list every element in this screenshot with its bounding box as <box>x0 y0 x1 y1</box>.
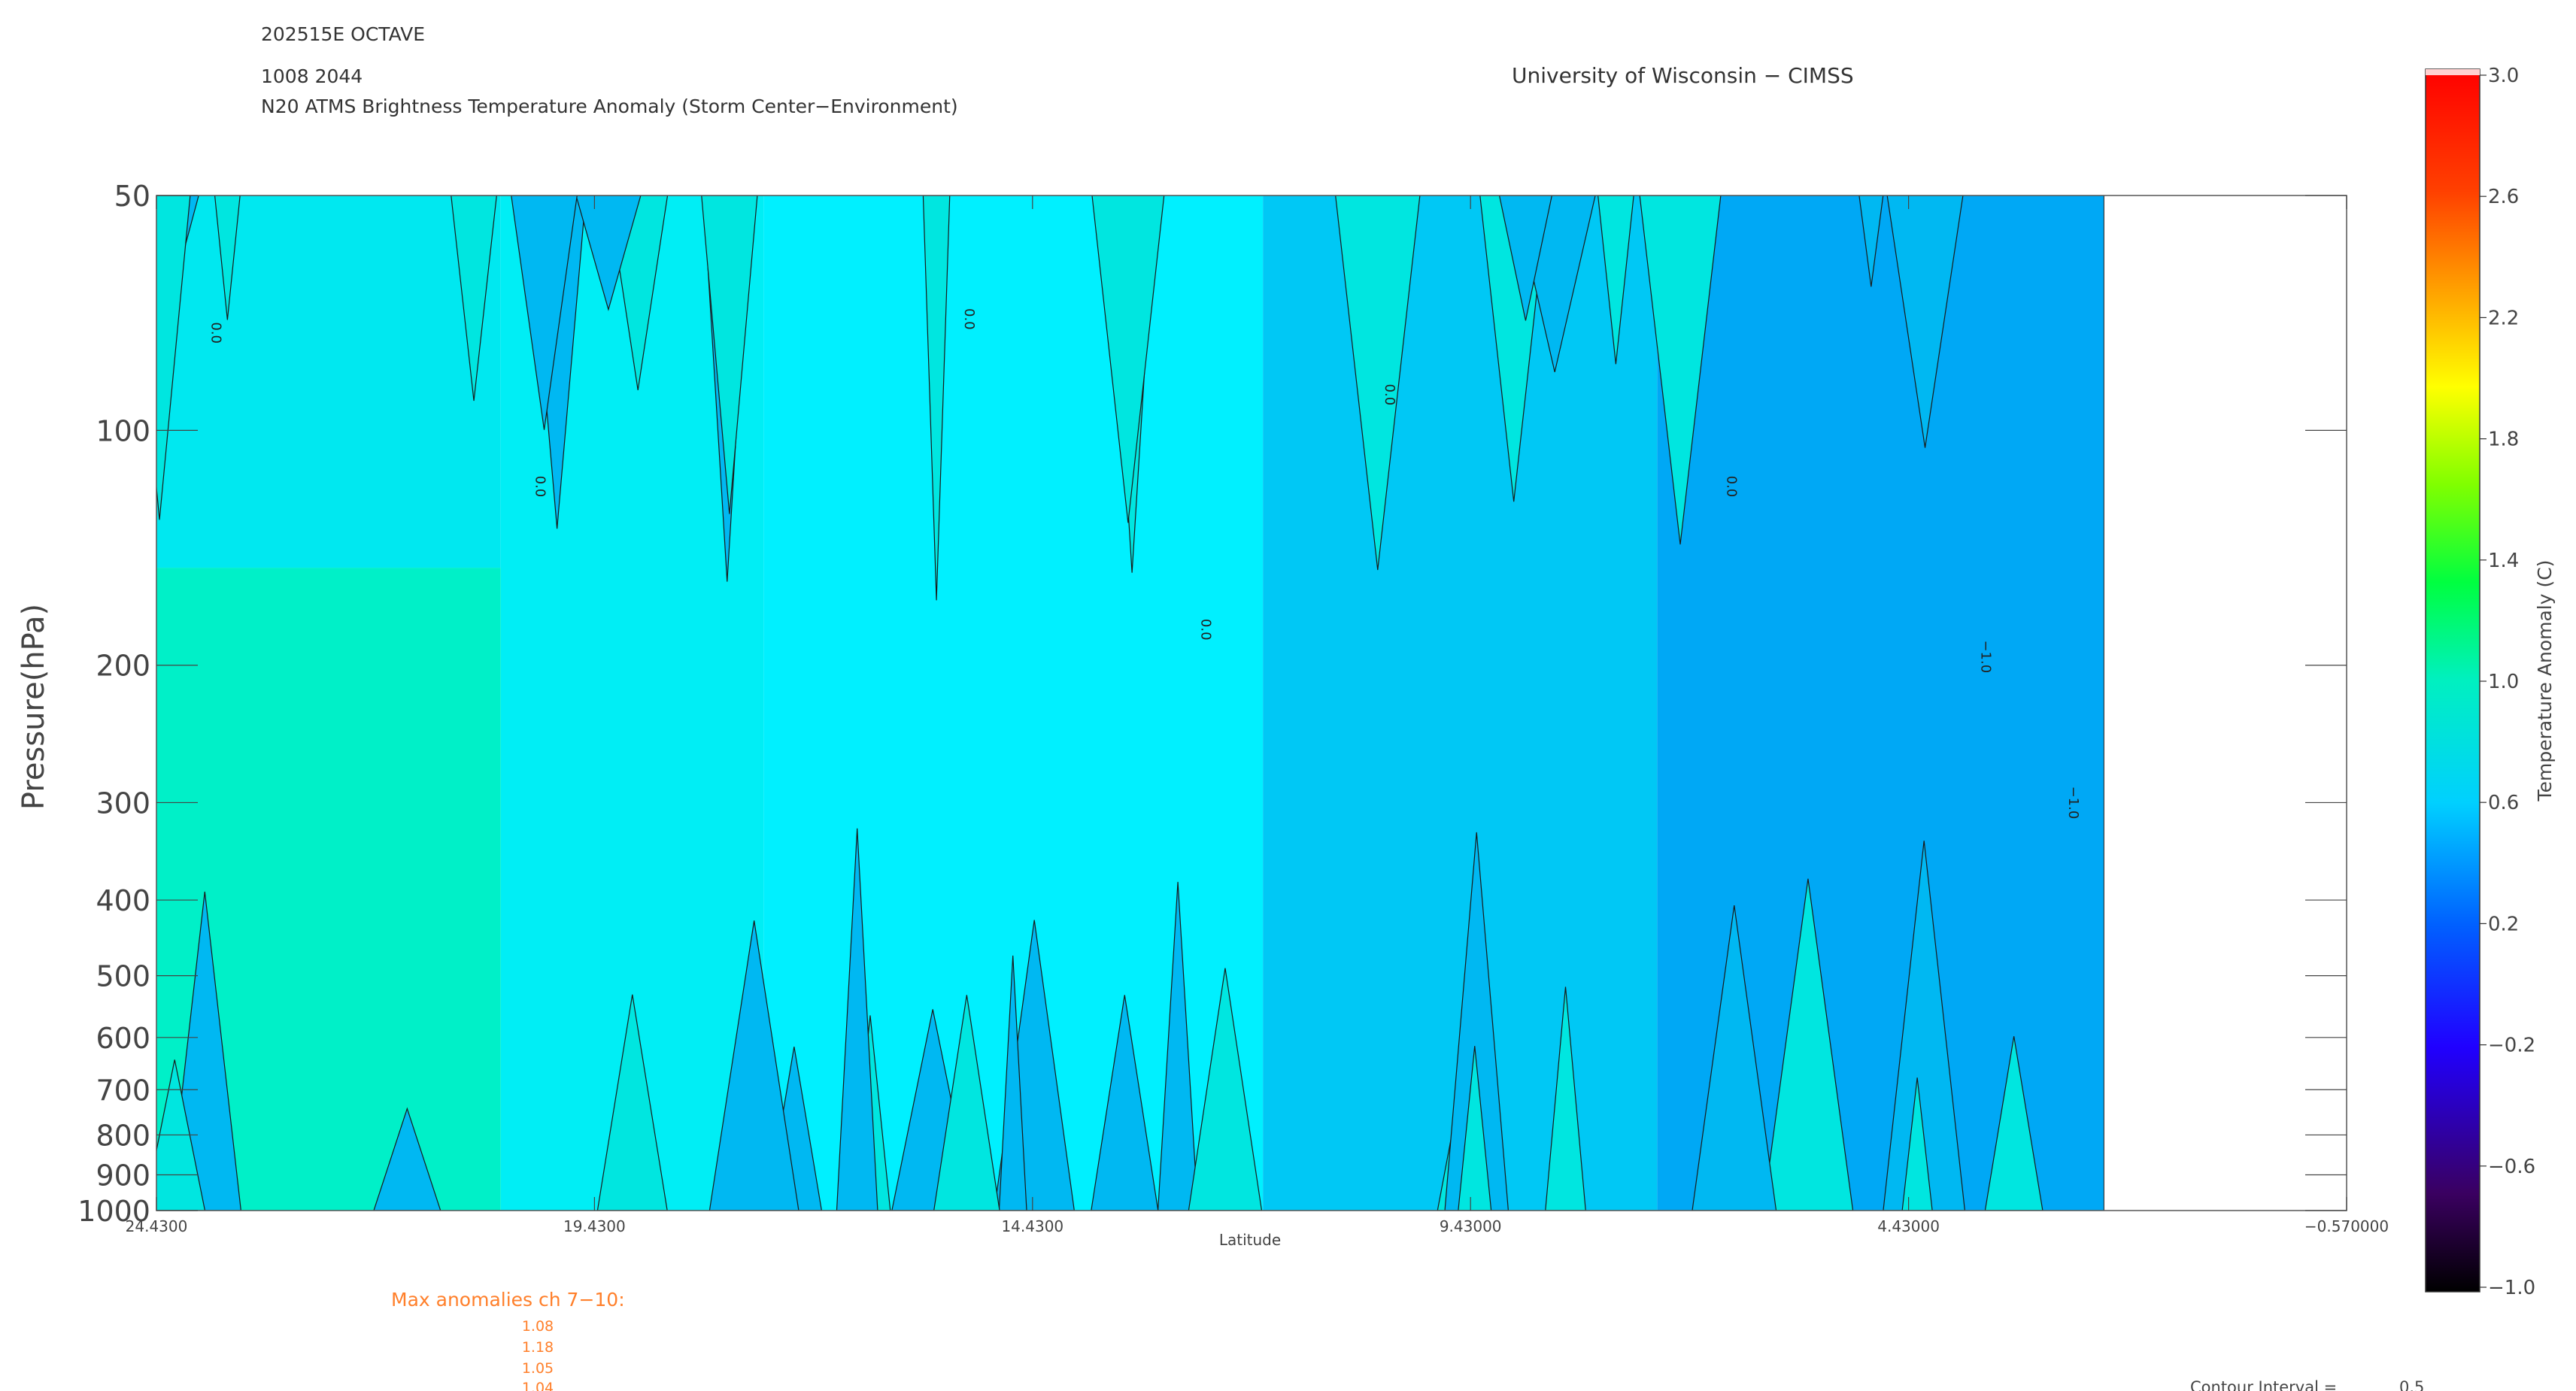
contour-label: 0.0 <box>1382 384 1397 406</box>
contour-spike <box>1886 195 1964 448</box>
colorbar-gradient <box>2425 68 2480 1293</box>
contour-spike <box>451 195 497 402</box>
contour-spike <box>922 195 951 601</box>
contour-label: 0.0 <box>208 322 223 344</box>
max-anomaly-value: 1.08 <box>522 1318 554 1335</box>
y-tick-label: 400 <box>96 884 150 917</box>
colorbar: 3.0 2.6 2.2 1.8 1.4 1.0 0.6 0.2 −0.2 −0.6 −1.0 Tem… <box>2425 65 2556 1299</box>
colorbar-tick-label: 2.2 <box>2488 307 2519 329</box>
contour-spike <box>373 1107 441 1211</box>
contour-label: 0.0 <box>961 308 977 330</box>
chart-subtitle: N20 ATMS Brightness Temperature Anomaly … <box>261 95 958 117</box>
contour-spike <box>1597 195 1634 365</box>
contour-spike <box>1335 195 1421 571</box>
y-tick-label: 1000 <box>77 1195 150 1228</box>
y-tick-label: 700 <box>96 1074 150 1107</box>
contour-spike <box>1692 905 1777 1211</box>
storm-name: 202515E OCTAVE <box>261 23 425 45</box>
contour-label: 0.0 <box>1723 476 1739 498</box>
contour-spike <box>1545 986 1586 1211</box>
contour-spike <box>933 995 1000 1211</box>
contour-spike <box>708 920 800 1211</box>
y-tick-label: 800 <box>96 1119 150 1152</box>
contour-spike <box>596 994 668 1211</box>
y-tick-label: 100 <box>96 414 150 447</box>
contour-spike <box>511 195 578 430</box>
colorbar-top-cap <box>2426 69 2480 75</box>
contour-label: −1.0 <box>2065 786 2081 820</box>
contour-interval-label: Contour Interval = <box>2190 1378 2337 1391</box>
contour-spike <box>701 195 758 514</box>
x-tick-label: 19.4300 <box>563 1217 626 1235</box>
x-tick-label: 14.4300 <box>1001 1217 1063 1235</box>
contour-spike <box>1188 968 1263 1211</box>
colorbar-tick-label: 0.2 <box>2488 913 2519 935</box>
y-tick-label: 500 <box>96 960 150 993</box>
contour-spike <box>575 195 642 311</box>
max-anomaly-value: 1.18 <box>522 1339 554 1356</box>
max-anomalies-title: Max anomalies ch 7−10: <box>391 1289 625 1311</box>
colorbar-label: Temperature Anomaly (C) <box>2534 560 2556 802</box>
contour-spike <box>1762 878 1854 1211</box>
x-tick-label: 4.43000 <box>1877 1217 1940 1235</box>
colorbar-tick-label: −0.6 <box>2488 1156 2535 1178</box>
max-anomaly-value: 1.04 <box>522 1380 554 1391</box>
contour-spike <box>1091 195 1165 523</box>
contour-spike <box>1858 195 1884 287</box>
no-data-region <box>2104 195 2106 1211</box>
contour-spike <box>1458 1046 1492 1211</box>
contour-interval-value: 0.5 <box>2399 1378 2424 1391</box>
y-tick-label: 900 <box>96 1159 150 1193</box>
y-tick-label: 600 <box>96 1022 150 1055</box>
x-axis: 24.4300 19.4300 14.4300 9.43000 4.43000 −0.57… <box>126 195 2389 1235</box>
contour-spike <box>1639 195 1722 545</box>
contour-spike <box>1883 841 1966 1211</box>
contour-label: 0.0 <box>532 476 548 498</box>
y-axis-label: Pressure(hPa) <box>17 604 51 810</box>
contour-spike <box>836 828 878 1211</box>
contour-lines <box>156 195 2106 1211</box>
contour-spike <box>998 955 1027 1211</box>
contour-labels: 0.0 0.0 0.0 0.0 0.0 0.0 −1.0 −1.0 <box>208 308 2080 819</box>
anomaly-band <box>156 195 501 568</box>
x-tick-label: 24.4300 <box>126 1217 188 1235</box>
contour-spike <box>1498 195 1552 321</box>
y-tick-label: 300 <box>96 786 150 820</box>
colorbar-tick-label: 1.4 <box>2488 550 2519 572</box>
colorbar-tick-label: −0.2 <box>2488 1035 2535 1057</box>
contour-label: 0.0 <box>1198 619 1214 641</box>
date-time: 1008 2044 <box>261 65 363 87</box>
contour-spike <box>214 195 241 320</box>
heatmap-plot-area: 0.0 0.0 0.0 0.0 0.0 0.0 −1.0 −1.0 50 100 200 300 40… <box>77 180 2389 1235</box>
plot-frame <box>156 195 2347 1211</box>
x-tick-label: −0.570000 <box>2304 1217 2389 1235</box>
institution-label: University of Wisconsin − CIMSS <box>1512 63 1854 88</box>
colorbar-tick-label: 3.0 <box>2488 65 2519 87</box>
contour-spike <box>1158 881 1199 1211</box>
contour-spike <box>1901 1077 1933 1211</box>
contour-spike <box>1984 1036 2044 1211</box>
x-axis-label: Latitude <box>1219 1231 1281 1249</box>
y-tick-label: 50 <box>114 180 150 213</box>
contour-spike <box>1091 995 1159 1211</box>
colorbar-tick-label: −1.0 <box>2488 1277 2535 1299</box>
colorbar-tick-label: 0.6 <box>2488 792 2519 814</box>
colorbar-tick-label: 2.6 <box>2488 186 2519 208</box>
colorbar-tick-label: 1.0 <box>2488 671 2519 693</box>
colorbar-tick-label: 1.8 <box>2488 429 2519 451</box>
contour-spike <box>1444 832 1509 1211</box>
contour-spike <box>156 195 191 520</box>
contour-label: −1.0 <box>1977 640 1993 673</box>
x-tick-label: 9.43000 <box>1440 1217 1502 1235</box>
max-anomaly-value: 1.05 <box>522 1360 554 1377</box>
y-tick-label: 200 <box>96 650 150 683</box>
